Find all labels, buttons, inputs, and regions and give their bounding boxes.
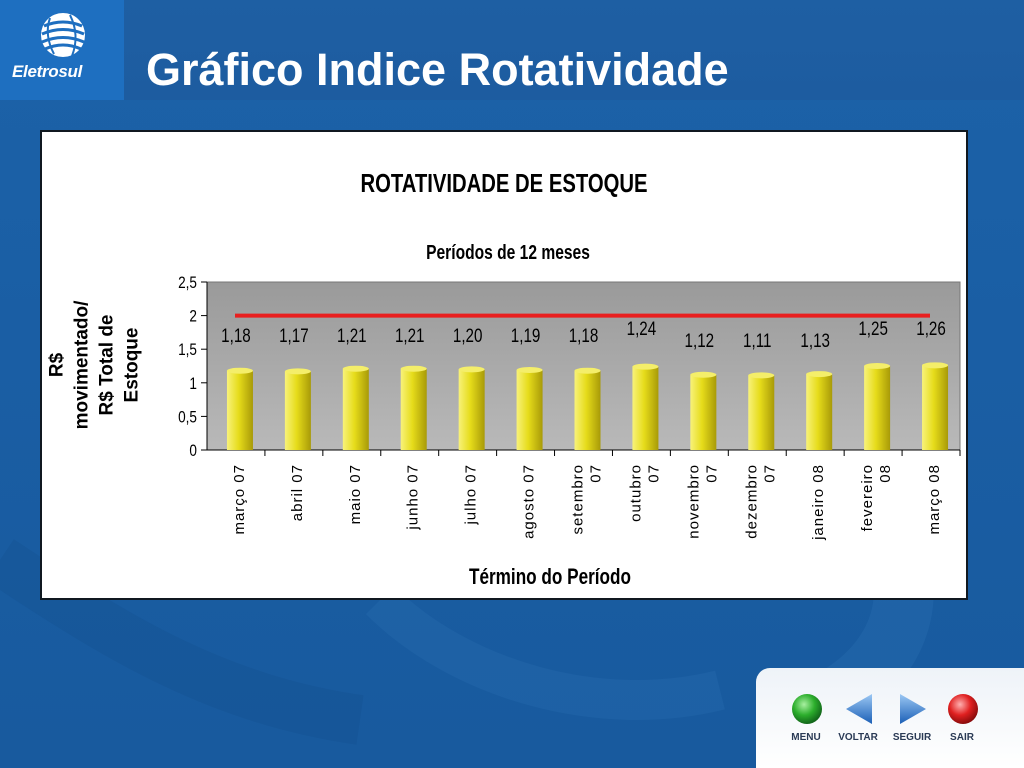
bar-top-1: [226, 367, 253, 374]
y-axis-title-line: movimentado/: [72, 300, 93, 430]
bar-top-10: [748, 372, 775, 379]
bar-11: [806, 374, 833, 450]
y-tick-label: 2: [189, 307, 197, 326]
chart-subtitle: Períodos de 12 meses: [426, 241, 590, 263]
back-arrow-icon: [846, 694, 872, 724]
data-label: 1,18: [569, 324, 599, 346]
company-logo: Eletrosul: [0, 0, 124, 100]
y-tick-label: 1: [189, 374, 197, 393]
chart: ROTATIVIDADE DE ESTOQUE Períodos de 12 me…: [47, 169, 961, 590]
bar-10: [748, 375, 775, 450]
header-band: [0, 0, 1024, 100]
bar-top-9: [690, 371, 717, 378]
data-label: 1,12: [685, 329, 715, 351]
bar-top-6: [516, 367, 543, 374]
x-tick-label: 07: [761, 464, 778, 483]
globe-logo-icon: [41, 13, 85, 57]
voltar-button[interactable]: VOLTAR: [830, 692, 886, 752]
x-tick-label: julho 07: [463, 464, 480, 526]
data-label: 1,19: [511, 324, 541, 346]
bar-1: [226, 370, 253, 450]
bar-8: [632, 366, 659, 450]
bar-2: [284, 371, 311, 450]
data-label: 1,26: [916, 317, 946, 339]
voltar-label: VOLTAR: [838, 732, 878, 743]
bar-top-4: [400, 365, 427, 372]
bar-5: [458, 369, 485, 450]
x-tick-label: 07: [703, 464, 720, 483]
seguir-label: SEGUIR: [892, 732, 932, 743]
navigation-panel: MENU VOLTAR SEGUIR SAIR: [756, 668, 1024, 768]
data-label: 1,24: [627, 317, 657, 339]
data-label: 1,21: [337, 324, 367, 346]
y-tick-label: 0: [189, 442, 197, 461]
x-tick-label: 08: [877, 464, 894, 483]
bar-9: [690, 374, 717, 450]
bar-top-11: [806, 371, 833, 378]
x-tick-label: fevereiro: [859, 464, 876, 531]
bar-top-5: [458, 366, 485, 373]
x-tick-label: 07: [645, 464, 662, 483]
data-label: 1,21: [395, 324, 425, 346]
bar-top-13: [922, 362, 949, 369]
x-tick-label: março 07: [231, 464, 248, 535]
bar-7: [574, 370, 601, 450]
sair-button[interactable]: SAIR: [934, 692, 990, 752]
x-tick-label: 07: [588, 464, 605, 483]
x-tick-label: setembro: [570, 464, 587, 535]
x-tick-label: maio 07: [347, 464, 364, 524]
data-label: 1,20: [453, 324, 483, 346]
y-tick-label: 2,5: [178, 274, 197, 293]
forward-arrow-icon: [900, 694, 926, 724]
bar-top-7: [574, 367, 601, 374]
seguir-button[interactable]: SEGUIR: [884, 692, 940, 752]
bar-6: [516, 370, 543, 450]
x-tick-label: dezembro: [743, 464, 760, 539]
bar-3: [342, 368, 369, 450]
data-label: 1,11: [743, 329, 771, 351]
bar-top-3: [342, 365, 369, 372]
data-label: 1,17: [279, 324, 309, 346]
chart-frame: ROTATIVIDADE DE ESTOQUE Períodos de 12 me…: [40, 130, 968, 600]
x-tick-label: março 08: [926, 464, 943, 535]
red-circle-icon: [948, 694, 978, 724]
chart-title: ROTATIVIDADE DE ESTOQUE: [360, 169, 647, 198]
bar-top-8: [632, 363, 659, 370]
y-tick-label: 0,5: [178, 408, 197, 427]
y-tick-label: 1,5: [178, 341, 197, 360]
data-label: 1,18: [221, 324, 251, 346]
x-tick-label: abril 07: [289, 464, 306, 521]
menu-button[interactable]: MENU: [778, 692, 834, 752]
x-axis-title: Término do Período: [469, 565, 631, 590]
menu-label: MENU: [791, 732, 821, 743]
bar-top-12: [864, 363, 891, 369]
data-label: 1,13: [800, 329, 830, 351]
page-title: Gráfico Indice Rotatividade: [146, 44, 729, 95]
bar-13: [922, 365, 949, 450]
x-tick-label: janeiro 08: [810, 464, 827, 541]
bar-12: [864, 366, 891, 450]
x-tick-label: agosto 07: [521, 464, 538, 539]
bar-top-2: [284, 368, 311, 375]
y-axis-title-line: R$: [47, 352, 68, 377]
y-axis-title-line: R$ Total de: [97, 315, 118, 416]
x-tick-label: junho 07: [405, 464, 422, 531]
y-axis-title-line: Estoque: [122, 328, 143, 403]
sair-label: SAIR: [950, 732, 974, 743]
x-tick-label: novembro: [685, 464, 702, 539]
green-circle-icon: [792, 694, 822, 724]
x-tick-label: outubro: [627, 464, 644, 522]
logo-text: Eletrosul: [12, 62, 83, 81]
bar-4: [400, 368, 427, 450]
data-label: 1,25: [858, 317, 888, 339]
